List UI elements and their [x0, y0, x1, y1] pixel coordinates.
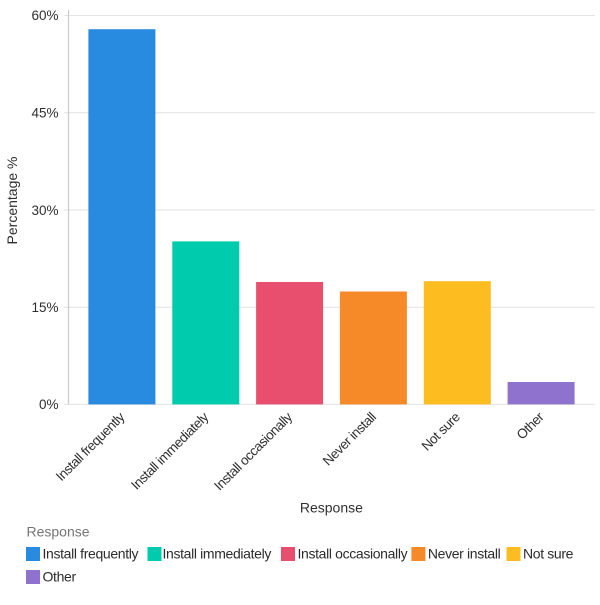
svg-text:Install occasionally: Install occasionally	[298, 546, 408, 562]
svg-text:60%: 60%	[31, 8, 58, 23]
svg-text:Response: Response	[300, 500, 363, 516]
svg-text:Install frequently: Install frequently	[43, 546, 139, 562]
svg-text:Never install: Never install	[428, 546, 501, 562]
svg-text:Response: Response	[27, 524, 90, 540]
svg-text:Install immediately: Install immediately	[163, 546, 272, 562]
svg-text:30%: 30%	[31, 203, 58, 218]
svg-text:Other: Other	[43, 569, 77, 585]
svg-text:Not sure: Not sure	[523, 546, 574, 562]
svg-text:15%: 15%	[31, 300, 58, 315]
svg-text:0%: 0%	[39, 397, 59, 412]
svg-text:45%: 45%	[31, 106, 58, 121]
svg-text:Percentage %: Percentage %	[4, 157, 20, 245]
